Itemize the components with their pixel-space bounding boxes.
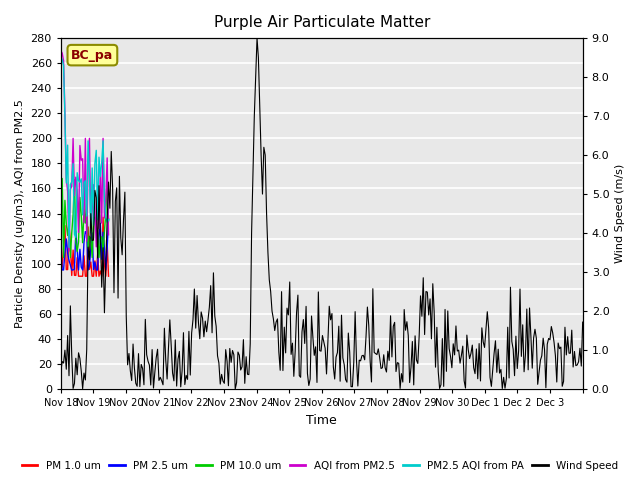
- Legend: PM 1.0 um, PM 2.5 um, PM 10.0 um, AQI from PM2.5, PM2.5 AQI from PA, Wind Speed: PM 1.0 um, PM 2.5 um, PM 10.0 um, AQI fr…: [17, 456, 623, 475]
- X-axis label: Time: Time: [307, 414, 337, 427]
- Text: BC_pa: BC_pa: [71, 48, 113, 61]
- Y-axis label: Wind Speed (m/s): Wind Speed (m/s): [615, 164, 625, 263]
- Y-axis label: Particle Density (ug/m3), AQI from PM2.5: Particle Density (ug/m3), AQI from PM2.5: [15, 99, 25, 328]
- Title: Purple Air Particulate Matter: Purple Air Particulate Matter: [214, 15, 430, 30]
